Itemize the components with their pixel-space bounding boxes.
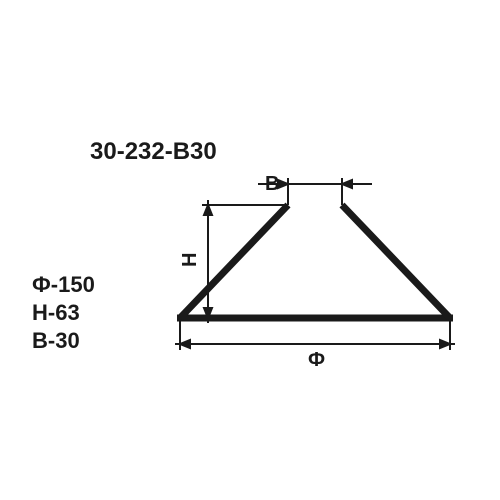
technical-drawing: B H Ф xyxy=(160,170,470,370)
dimension-h-label: H-63 xyxy=(32,300,80,326)
dimension-b-label: B-30 xyxy=(32,328,80,354)
callout-phi: Ф xyxy=(308,349,325,370)
callout-h: H xyxy=(179,253,201,267)
dimension-phi-label: Ф-150 xyxy=(32,272,95,298)
part-number-label: 30-232-B30 xyxy=(90,138,217,166)
callout-b: B xyxy=(265,173,279,195)
